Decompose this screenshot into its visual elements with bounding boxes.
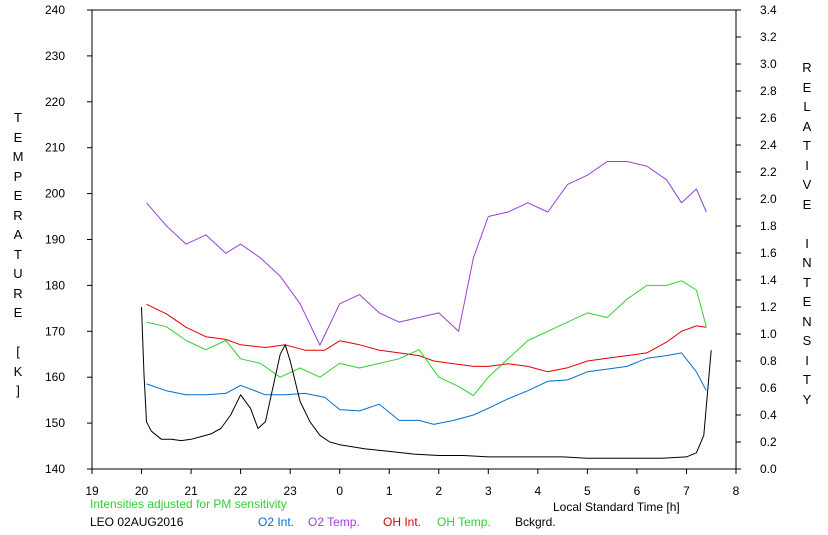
legend-oh-int: OH Int. — [383, 515, 422, 529]
x-tick-label: 5 — [584, 484, 591, 498]
left-axis-label: T E M P E R A T U R E [ K ] — [12, 110, 24, 398]
left-tick-label: 150 — [45, 416, 65, 430]
right-axis-ticks: 0.0 0.2 0.4 0.6 0.8 1.0 1.2 1.4 1.6 1.8 2.0 2.2 2.4 2… — [736, 3, 777, 476]
legend-o2-int: O2 Int. — [258, 515, 295, 529]
right-axis-label: R E L A T I V E I N T E N S I T Y — [802, 60, 812, 407]
left-tick-label: 160 — [45, 370, 65, 384]
left-tick-label: 210 — [45, 141, 65, 155]
right-tick-label: 2.6 — [760, 111, 777, 125]
x-tick-label: 22 — [234, 484, 248, 498]
x-tick-label: 3 — [485, 484, 492, 498]
right-tick-label: 0.4 — [760, 408, 777, 422]
series-line-3 — [146, 280, 707, 397]
right-tick-label: 1.8 — [760, 219, 777, 233]
left-tick-label: 200 — [45, 187, 65, 201]
left-tick-label: 190 — [45, 233, 65, 247]
left-tick-label: 240 — [45, 3, 65, 17]
right-tick-label: 0.2 — [760, 435, 777, 449]
sensitivity-note: Intensities adjusted for PM sensitivity — [90, 497, 287, 511]
x-tick-label: 0 — [336, 484, 343, 498]
x-tick-label: 7 — [683, 484, 690, 498]
right-tick-label: 3.4 — [760, 3, 777, 17]
right-tick-label: 2.0 — [760, 192, 777, 206]
legend-oh-temp: OH Temp. — [437, 515, 491, 529]
left-tick-label: 220 — [45, 95, 65, 109]
legend-bckgrd: Bckgrd. — [515, 515, 556, 529]
x-tick-label: 20 — [135, 484, 149, 498]
legend-o2-temp: O2 Temp. — [308, 515, 360, 529]
left-tick-label: 140 — [45, 462, 65, 476]
x-tick-label: 21 — [184, 484, 198, 498]
right-tick-label: 2.8 — [760, 84, 777, 98]
left-tick-label: 170 — [45, 324, 65, 338]
x-axis-label: Local Standard Time [h] — [553, 500, 680, 514]
plot-frame — [91, 9, 737, 470]
x-tick-label: 4 — [535, 484, 542, 498]
x-tick-label: 8 — [733, 484, 740, 498]
series-layer — [141, 161, 712, 459]
x-tick-label: 1 — [386, 484, 393, 498]
right-tick-label: 2.4 — [760, 138, 777, 152]
x-tick-label: 6 — [634, 484, 641, 498]
series-line-0 — [146, 352, 707, 425]
series-line-4 — [141, 306, 712, 459]
right-tick-label: 3.0 — [760, 57, 777, 71]
left-axis-ticks: 140 150 160 170 180 190 200 210 220 230 240 — [45, 3, 92, 476]
right-tick-label: 3.2 — [760, 30, 777, 44]
right-tick-label: 0.8 — [760, 354, 777, 368]
right-tick-label: 0.6 — [760, 381, 777, 395]
x-tick-label: 23 — [283, 484, 297, 498]
station-date: LEO 02AUG2016 — [90, 515, 184, 529]
right-tick-label: 2.2 — [760, 165, 777, 179]
x-tick-label: 2 — [435, 484, 442, 498]
right-tick-label: 1.6 — [760, 246, 777, 260]
series-line-1 — [146, 161, 707, 346]
series-line-2 — [146, 303, 707, 373]
right-tick-label: 1.2 — [760, 300, 777, 314]
right-tick-label: 1.0 — [760, 327, 777, 341]
left-tick-label: 230 — [45, 49, 65, 63]
right-tick-label: 1.4 — [760, 273, 777, 287]
x-axis-ticks: 19 20 21 22 23 0 1 2 3 4 5 6 7 8 — [85, 469, 740, 498]
left-tick-label: 180 — [45, 278, 65, 292]
x-tick-label: 19 — [85, 484, 99, 498]
right-tick-label: 0.0 — [760, 462, 777, 476]
